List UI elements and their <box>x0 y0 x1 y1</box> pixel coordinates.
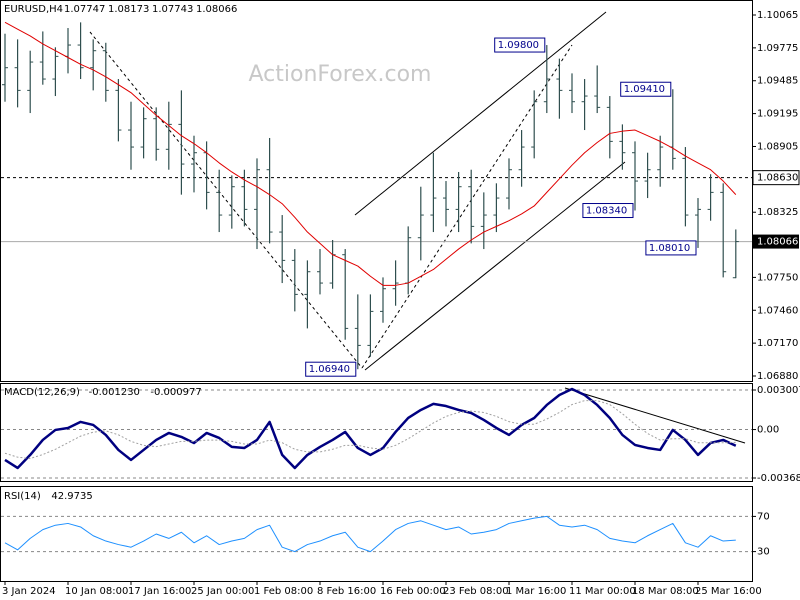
y-tick-label: 30 <box>757 547 770 558</box>
y-tick-label: -0.003684 <box>757 473 800 484</box>
chart-title: EURUSD,H4 <box>4 4 63 15</box>
y-tick-label: 1.10065 <box>757 10 798 21</box>
y-tick-label: 1.07170 <box>757 338 798 349</box>
header-value: 1.07747 <box>64 4 105 15</box>
y-tick-label: 70 <box>757 511 770 522</box>
x-tick-label: 16 Feb 00:00 <box>380 586 446 597</box>
x-tick-label: 25 Mar 16:00 <box>695 586 762 597</box>
y-tick-label: 1.07750 <box>757 272 798 283</box>
y-tick-label: 1.09485 <box>757 76 798 87</box>
annotation-box <box>305 361 357 377</box>
y-tick-label: 1.06880 <box>757 371 798 382</box>
annotation-label: 1.09800 <box>498 40 539 51</box>
moving-average <box>4 21 737 286</box>
annotation-box <box>645 240 697 256</box>
header-value: 1.07743 <box>152 4 193 15</box>
panel-title: RSI(14) <box>4 491 41 502</box>
y-tick-label: 0.003007 <box>757 385 800 396</box>
y-tick-label: 1.09775 <box>757 43 798 54</box>
annotation-label: 1.08340 <box>586 206 627 217</box>
x-tick-label: 10 Jan 08:00 <box>65 586 128 597</box>
trend-line <box>89 31 363 369</box>
x-tick-label: 18 Mar 08:00 <box>632 586 699 597</box>
y-tick-label: 1.08905 <box>757 141 798 152</box>
level-label: 1.08630 <box>757 173 798 184</box>
x-tick-label: 17 Jan 16:00 <box>128 586 191 597</box>
price-panel <box>0 0 753 382</box>
y-tick-label: 1.09195 <box>757 109 798 120</box>
annotation-label: 1.08010 <box>649 243 690 254</box>
header-value: 1.08173 <box>108 4 149 15</box>
panel-title: MACD(12,26,9) <box>4 387 80 398</box>
rsi-panel <box>0 486 753 582</box>
x-tick-label: 11 Mar 00:00 <box>569 586 636 597</box>
macd-panel <box>0 383 753 482</box>
x-tick-label: 25 Jan 00:00 <box>191 586 254 597</box>
x-tick-label: 1 Feb 08:00 <box>254 586 313 597</box>
panel-value: -0.000977 <box>150 387 201 398</box>
annotation-box <box>582 203 634 219</box>
y-tick-label: 1.07460 <box>757 305 798 316</box>
x-tick-label: 3 Jan 2024 <box>2 586 56 597</box>
level-box <box>752 170 800 186</box>
x-tick-label: 1 Mar 16:00 <box>506 586 566 597</box>
y-tick-label: 0.00 <box>757 425 779 436</box>
x-tick-label: 8 Feb 16:00 <box>317 586 376 597</box>
trend-line <box>361 44 573 369</box>
y-tick-label: 1.08325 <box>757 207 798 218</box>
annotation-box <box>620 81 672 97</box>
channel-upper <box>354 11 607 216</box>
channel-lower <box>364 161 626 371</box>
annotation-label: 1.06940 <box>309 364 350 375</box>
panel-value: -0.001230 <box>89 387 140 398</box>
macd-trend-line <box>564 387 746 444</box>
watermark: ActionForex.com <box>249 62 432 87</box>
panel-value: 42.9735 <box>51 491 92 502</box>
indicator-line <box>4 515 736 553</box>
header-value: 1.08066 <box>196 4 237 15</box>
current-price-label: 1.08066 <box>757 237 798 248</box>
indicator-line <box>4 400 736 459</box>
indicator-line <box>4 387 737 470</box>
current-price-box <box>753 234 799 249</box>
x-tick-label: 23 Feb 08:00 <box>443 586 509 597</box>
annotation-box <box>494 37 546 53</box>
annotation-label: 1.09410 <box>624 84 665 95</box>
